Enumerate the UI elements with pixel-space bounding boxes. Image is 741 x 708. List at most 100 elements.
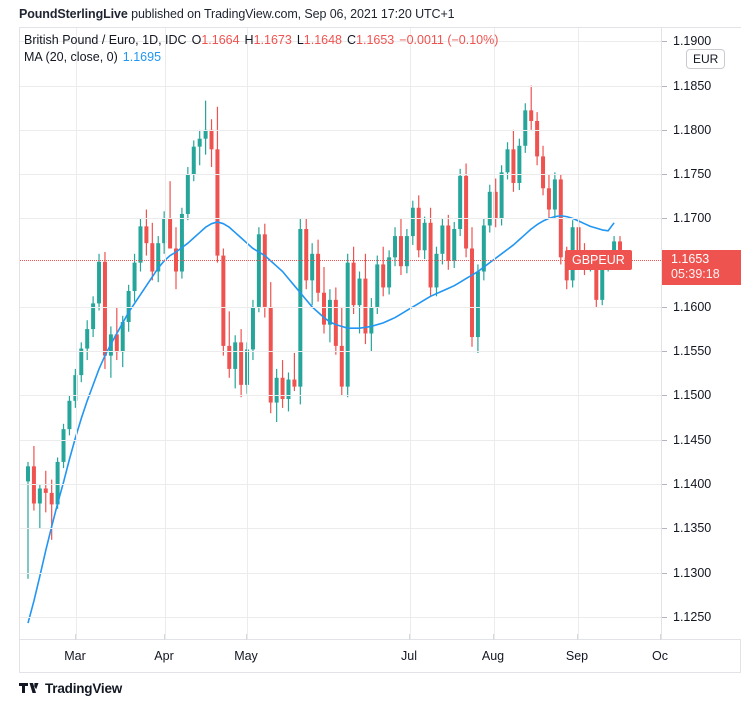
candle-body bbox=[120, 321, 125, 353]
price-axis-tick bbox=[662, 395, 667, 397]
time-axis-label: Apr bbox=[154, 649, 174, 663]
candle-body bbox=[523, 110, 528, 146]
candle-body bbox=[546, 188, 551, 210]
candle-body bbox=[387, 257, 392, 288]
price-axis-tick bbox=[662, 129, 667, 131]
horizontal-gridline bbox=[20, 528, 661, 530]
candle-body bbox=[286, 379, 291, 400]
candle-body bbox=[262, 234, 267, 307]
price-axis-tick bbox=[662, 528, 667, 530]
candle-body bbox=[304, 229, 309, 281]
candle-body bbox=[398, 236, 403, 267]
horizontal-gridline bbox=[20, 85, 661, 87]
price-axis-tick bbox=[662, 572, 667, 574]
vertical-gridline bbox=[578, 28, 579, 639]
price-axis-label: 1.1600 bbox=[673, 299, 712, 314]
horizontal-gridline bbox=[20, 174, 661, 176]
candle-body bbox=[434, 253, 439, 288]
price-axis-tick bbox=[662, 218, 667, 220]
time-axis-tick bbox=[660, 634, 661, 640]
candle-body bbox=[26, 466, 30, 482]
horizontal-gridline bbox=[20, 395, 661, 397]
candle-body bbox=[422, 222, 427, 251]
candle-body bbox=[162, 218, 167, 244]
candle-body bbox=[97, 261, 102, 304]
candlestick-plot bbox=[26, 85, 622, 624]
price-axis[interactable]: EUR 1.1653 05:39:18 1.1900 1.1850 1.1800 1.… bbox=[662, 27, 741, 640]
candle-body bbox=[239, 342, 244, 385]
bar-countdown: 05:39:18 bbox=[671, 267, 720, 281]
candle-body bbox=[475, 271, 480, 338]
time-axis-tick bbox=[577, 634, 578, 640]
moving-average-line bbox=[27, 214, 615, 624]
candle-body bbox=[393, 236, 398, 258]
currency-pill: EUR bbox=[686, 49, 726, 70]
price-axis-label: 1.1350 bbox=[673, 521, 712, 536]
current-price-tag: 1.1653 05:39:18 bbox=[662, 250, 741, 285]
price-axis-label: 1.1300 bbox=[673, 565, 712, 580]
price-axis-label: 1.1400 bbox=[673, 477, 712, 492]
candle-body bbox=[552, 179, 557, 210]
price-axis-tick bbox=[662, 439, 667, 441]
price-line-dotted bbox=[20, 260, 661, 261]
candle-body bbox=[517, 145, 522, 183]
candle-body bbox=[179, 213, 184, 272]
candle-body bbox=[256, 234, 261, 307]
candle-body bbox=[505, 149, 510, 173]
publisher-meta: published on TradingView.com, Sep 06, 20… bbox=[127, 7, 455, 21]
candle-body bbox=[339, 345, 344, 387]
candle-body bbox=[168, 218, 173, 249]
candle-body bbox=[493, 191, 498, 219]
candle-body bbox=[410, 207, 415, 237]
horizontal-gridline bbox=[20, 306, 661, 308]
candle-body bbox=[345, 262, 350, 387]
candle-body bbox=[37, 488, 42, 504]
vertical-gridline bbox=[165, 28, 166, 639]
chart-plot-area[interactable]: GBPEUR bbox=[19, 27, 662, 640]
candle-body bbox=[333, 299, 338, 346]
candle-body bbox=[470, 248, 474, 338]
price-axis-label: 1.1550 bbox=[673, 344, 712, 359]
tradingview-footer: TradingView bbox=[19, 681, 122, 696]
candle-body bbox=[446, 225, 451, 261]
candle-body bbox=[351, 262, 356, 306]
vertical-gridline bbox=[76, 28, 77, 639]
candle-body bbox=[541, 156, 546, 189]
candle-body bbox=[215, 149, 220, 256]
candle-body bbox=[322, 292, 326, 325]
symbol-price-line-tag: GBPEUR bbox=[565, 250, 632, 270]
candle-body bbox=[185, 174, 190, 214]
tradingview-brand-label: TradingView bbox=[45, 681, 123, 696]
candle-body bbox=[280, 377, 285, 400]
candle-body bbox=[156, 243, 161, 272]
price-axis-label: 1.1800 bbox=[673, 122, 712, 137]
time-axis[interactable]: Mar Apr May Jul Aug Sep Oc bbox=[19, 634, 741, 673]
vertical-gridline bbox=[247, 28, 248, 639]
horizontal-gridline bbox=[20, 129, 661, 131]
candle-body bbox=[535, 120, 540, 157]
candle-body bbox=[49, 492, 54, 505]
vertical-gridline bbox=[494, 28, 495, 639]
horizontal-gridline bbox=[20, 484, 661, 486]
price-axis-label: 1.1250 bbox=[673, 609, 712, 624]
price-axis-label: 1.1900 bbox=[673, 34, 712, 49]
candle-body bbox=[292, 379, 297, 387]
candle-body bbox=[327, 299, 332, 325]
time-axis-label: Oc bbox=[652, 649, 668, 663]
candle-body bbox=[197, 138, 202, 147]
candle-body bbox=[529, 110, 534, 121]
candle-body bbox=[67, 400, 72, 430]
candle-body bbox=[85, 329, 90, 349]
candle-body bbox=[79, 348, 84, 376]
candle-body bbox=[91, 303, 96, 330]
time-axis-label: Aug bbox=[481, 649, 505, 663]
candle-body bbox=[499, 172, 504, 219]
time-axis-label: Sep bbox=[565, 649, 589, 663]
tradingview-logo-icon bbox=[19, 682, 39, 695]
candle-body bbox=[233, 342, 238, 369]
candle-body bbox=[594, 260, 599, 300]
horizontal-gridline bbox=[20, 572, 661, 574]
candle-body bbox=[43, 488, 48, 493]
candle-body bbox=[487, 191, 492, 226]
